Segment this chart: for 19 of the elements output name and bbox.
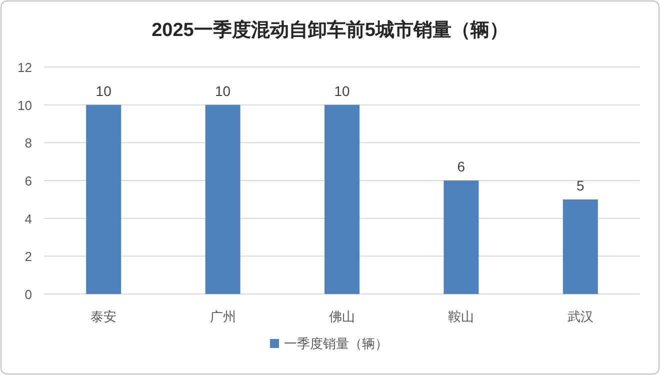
y-tick-label: 12 bbox=[18, 60, 32, 75]
x-tick-label: 佛山 bbox=[329, 309, 355, 324]
data-label: 5 bbox=[576, 177, 584, 194]
data-label: 10 bbox=[334, 82, 350, 99]
y-tick-label: 10 bbox=[18, 98, 32, 113]
y-tick-label: 2 bbox=[24, 249, 32, 264]
y-tick-label: 6 bbox=[24, 174, 32, 188]
x-tick-label: 广州 bbox=[210, 309, 236, 324]
data-label: 6 bbox=[457, 158, 466, 174]
x-tick-label: 泰安 bbox=[90, 309, 117, 324]
data-label: 10 bbox=[96, 82, 112, 99]
chart-title: 2025一季度混动自卸车前5城市销量（辆） bbox=[152, 19, 508, 41]
legend-label: 一季度销量（辆） bbox=[284, 336, 388, 351]
y-tick-label: 0 bbox=[24, 287, 32, 302]
x-tick-label: 鞍山 bbox=[448, 309, 474, 324]
data-label: 10 bbox=[215, 82, 231, 99]
y-tick-label: 8 bbox=[24, 136, 32, 151]
x-tick-label: 武汉 bbox=[567, 309, 594, 324]
y-tick-label: 4 bbox=[24, 211, 32, 226]
